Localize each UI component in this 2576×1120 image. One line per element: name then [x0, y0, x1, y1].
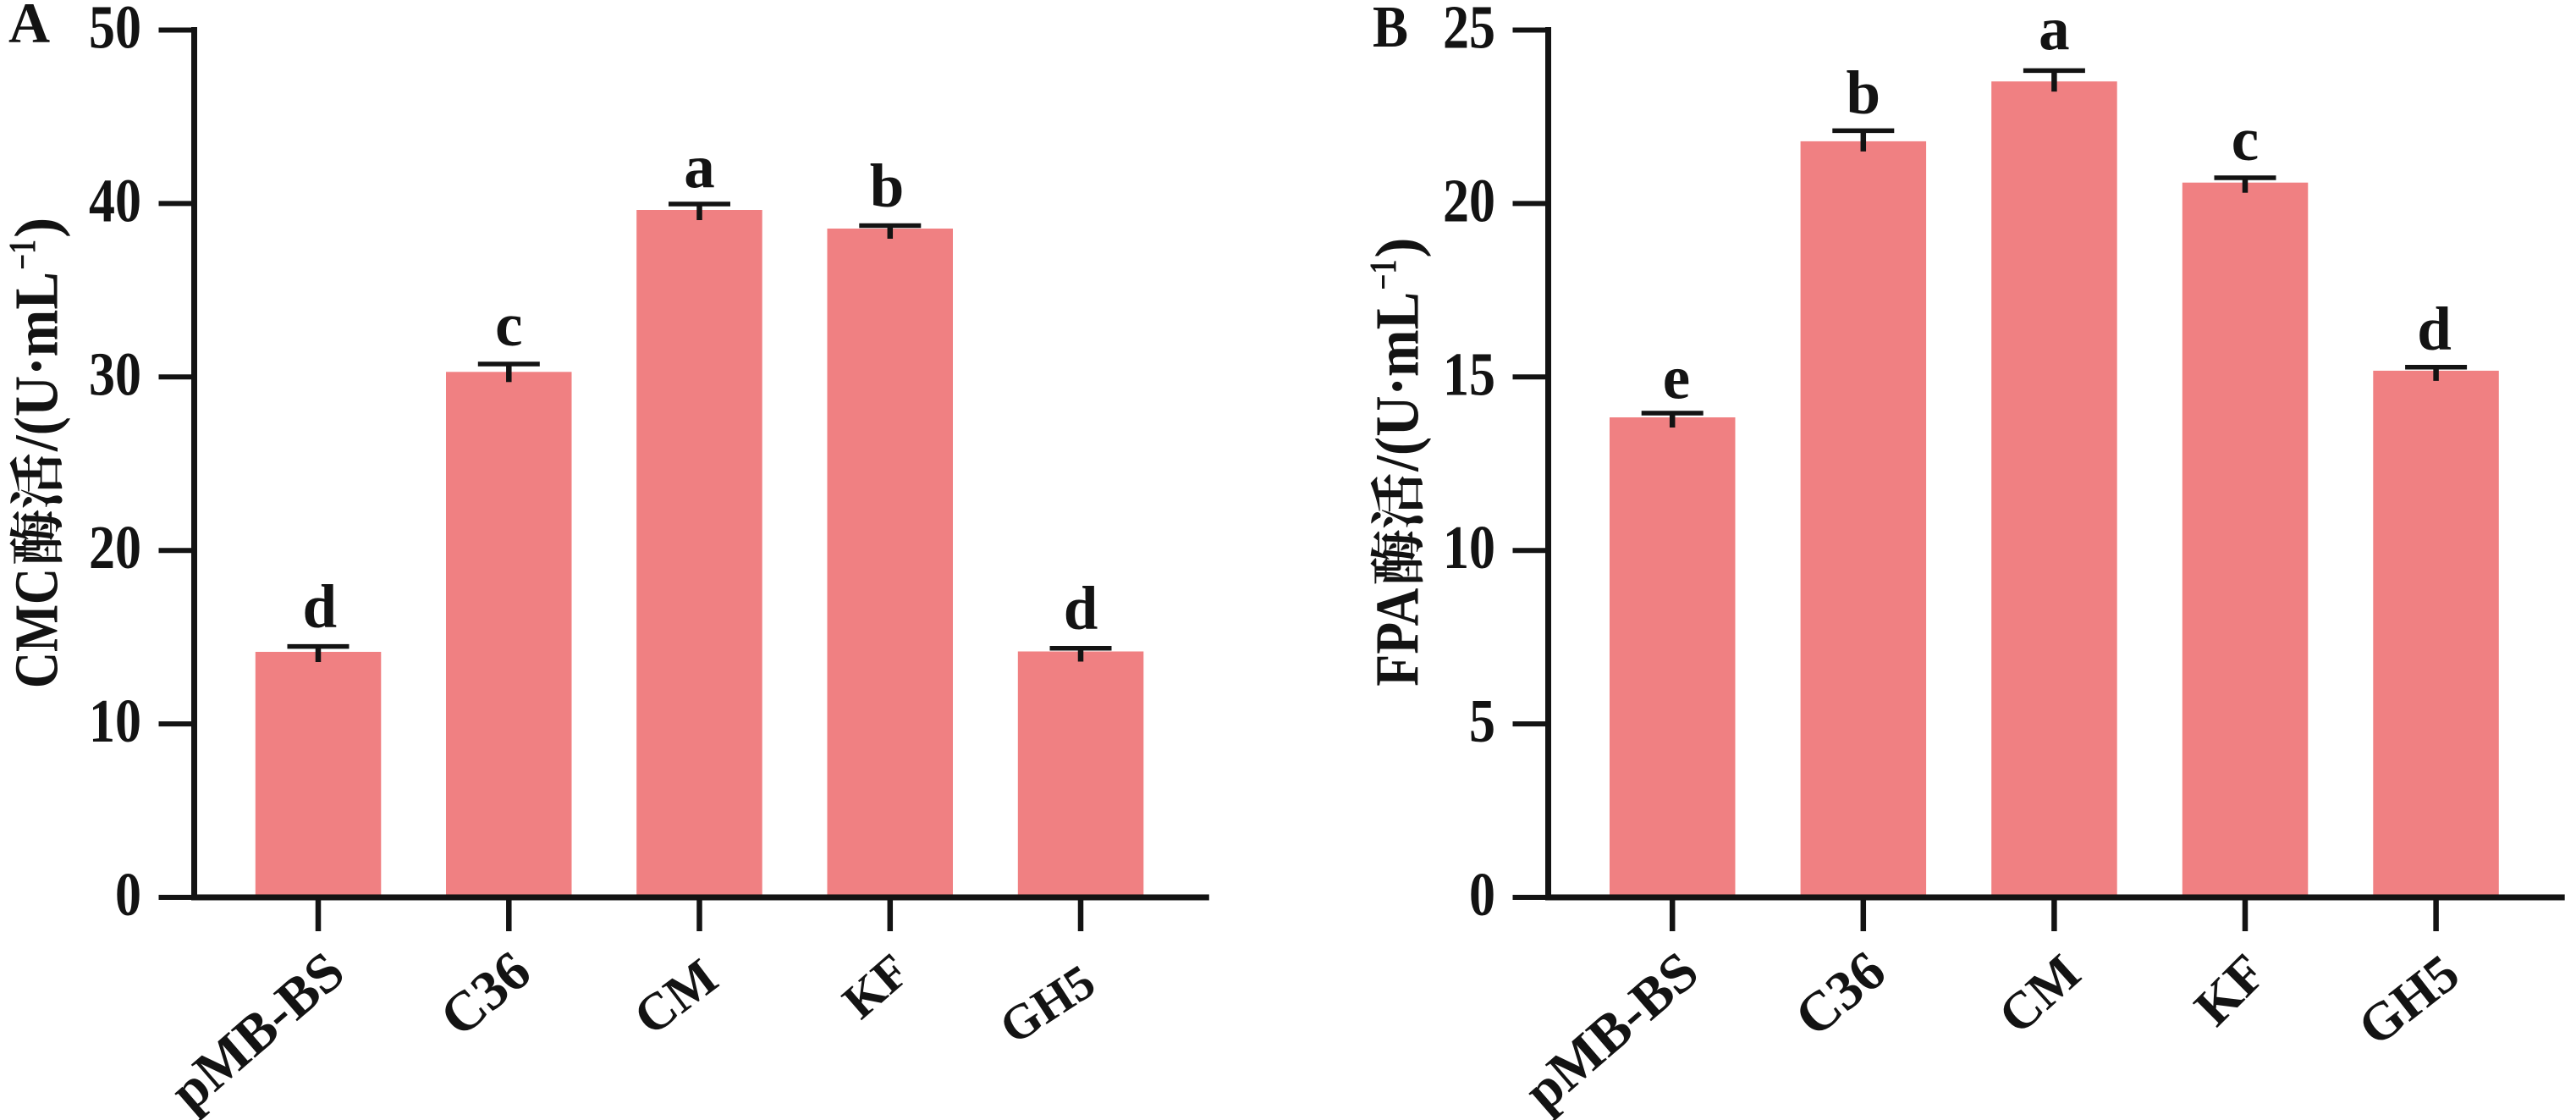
svg-text:b: b — [870, 152, 905, 220]
svg-text:d: d — [2417, 295, 2452, 363]
svg-text:d: d — [1064, 574, 1098, 643]
svg-text:15: 15 — [1443, 339, 1495, 408]
svg-text:30: 30 — [89, 339, 141, 408]
svg-text:A: A — [8, 0, 50, 55]
svg-text:CMC: CMC — [3, 568, 71, 688]
svg-text:0: 0 — [115, 860, 141, 929]
svg-text:−1: −1 — [1362, 260, 1405, 290]
svg-text:10: 10 — [89, 687, 141, 755]
svg-text:d: d — [302, 572, 337, 641]
svg-text:10: 10 — [1443, 513, 1495, 582]
svg-text:B: B — [1373, 0, 1408, 60]
svg-text:c: c — [495, 290, 522, 359]
svg-text:a: a — [684, 132, 715, 201]
svg-text:−1: −1 — [2, 240, 44, 270]
svg-text:FPA: FPA — [1363, 588, 1432, 686]
svg-text:/(U·mL: /(U·mL — [1363, 292, 1432, 472]
svg-text:): ) — [3, 218, 71, 238]
svg-text:5: 5 — [1469, 687, 1495, 755]
svg-text:c: c — [2232, 105, 2259, 174]
svg-text:20: 20 — [1443, 166, 1495, 234]
svg-text:50: 50 — [89, 0, 141, 62]
svg-text:20: 20 — [89, 513, 141, 582]
svg-text:e: e — [1663, 344, 1690, 412]
svg-text:b: b — [1846, 58, 1880, 127]
svg-text:): ) — [1363, 237, 1432, 257]
svg-text:25: 25 — [1443, 0, 1495, 62]
svg-text:/(U·mL: /(U·mL — [3, 272, 71, 452]
svg-text:a: a — [2039, 0, 2070, 63]
svg-text:0: 0 — [1469, 860, 1495, 929]
svg-text:40: 40 — [89, 166, 141, 234]
